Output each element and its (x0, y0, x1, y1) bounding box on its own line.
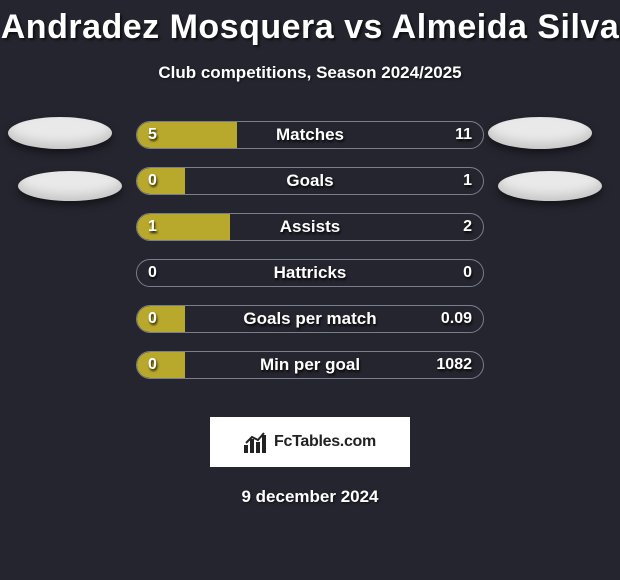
stat-row: Min per goal01082 (0, 351, 620, 379)
stat-row: Goals per match00.09 (0, 305, 620, 333)
stat-bar-track (136, 305, 484, 333)
stat-bar-track (136, 167, 484, 195)
stat-bar-fill (137, 168, 185, 194)
stat-bar-fill (137, 352, 185, 378)
stat-row: Assists12 (0, 213, 620, 241)
stat-bar-track (136, 121, 484, 149)
stat-row: Goals01 (0, 167, 620, 195)
brand-badge: FcTables.com (210, 417, 410, 467)
comparison-date: 9 december 2024 (0, 487, 620, 507)
stat-bar-track (136, 351, 484, 379)
brand-text: FcTables.com (274, 433, 376, 451)
stat-bar-fill (137, 214, 230, 240)
comparison-chart: Matches511 Goals01 Assists12 Hattricks00 Goa… (0, 121, 620, 401)
stat-row: Hattricks00 (0, 259, 620, 287)
fctables-logo-icon (244, 431, 268, 453)
stat-bar-track (136, 259, 484, 287)
stat-bar-fill (137, 306, 185, 332)
stat-row: Matches511 (0, 121, 620, 149)
comparison-subtitle: Club competitions, Season 2024/2025 (0, 63, 620, 83)
stat-bar-track (136, 213, 484, 241)
comparison-title: Andradez Mosquera vs Almeida Silva (0, 8, 620, 47)
stat-bar-fill (137, 122, 237, 148)
